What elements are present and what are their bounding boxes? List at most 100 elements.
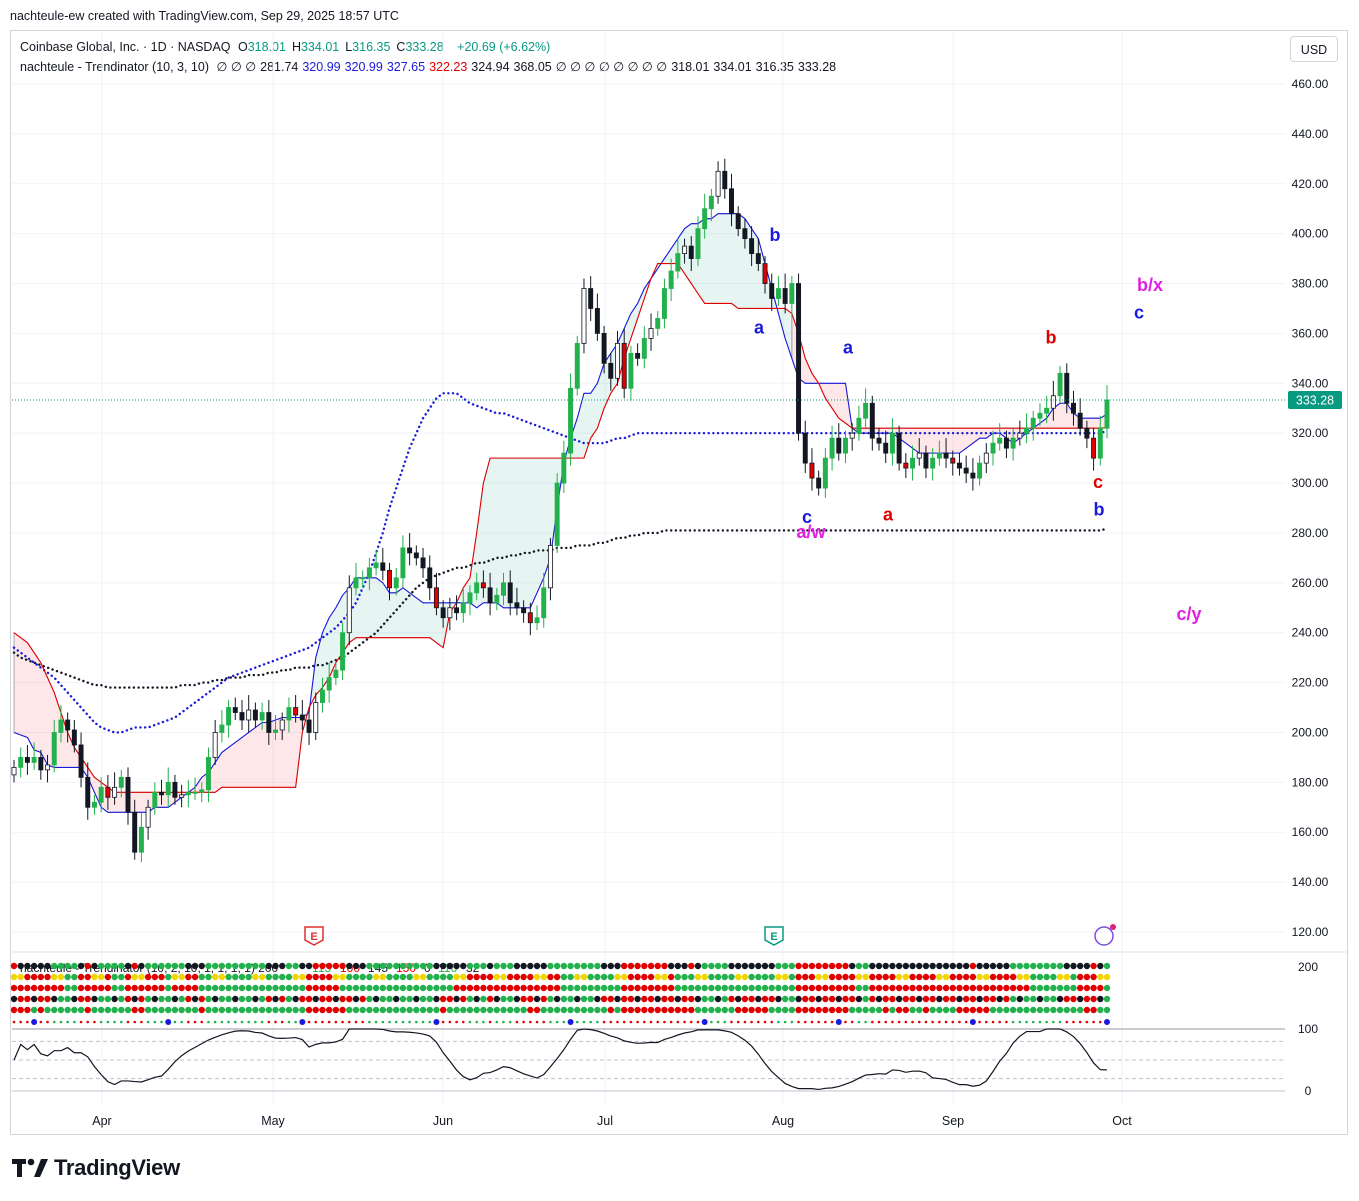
candle-body <box>943 452 949 459</box>
signal-small-dot <box>555 1020 559 1024</box>
signal-dot <box>158 973 165 981</box>
signal-dot <box>1103 984 1111 992</box>
candle-body <box>138 826 144 853</box>
candle-body <box>588 288 594 309</box>
candle-body <box>1070 402 1076 414</box>
signal-dot <box>627 973 635 981</box>
signal-dot <box>775 962 782 970</box>
signal-dot <box>339 1006 346 1014</box>
signal-small-dot <box>730 1020 733 1024</box>
signal-dot <box>178 962 185 970</box>
signal-dot <box>158 995 165 1003</box>
signal-dot <box>299 1006 306 1014</box>
signal-dot <box>587 995 594 1003</box>
earnings-event-icon[interactable]: E <box>764 926 784 946</box>
signal-dot <box>218 1006 226 1014</box>
signal-dot <box>10 1006 18 1014</box>
candle-body <box>226 707 232 726</box>
signal-dot <box>614 973 621 981</box>
signal-dot <box>681 984 688 992</box>
y-tick-label: 120.00 <box>1292 925 1329 939</box>
earnings-event-icon[interactable]: E <box>304 926 324 946</box>
signal-dot <box>325 995 333 1003</box>
candle-body <box>1097 427 1103 459</box>
signal-dot <box>325 973 333 981</box>
signal-dot <box>641 1006 648 1014</box>
signal-dot <box>37 1006 45 1014</box>
candle-body <box>635 352 641 359</box>
signal-dot <box>1023 1006 1030 1014</box>
candle-body <box>159 791 165 796</box>
signal-small-dot <box>1038 1020 1042 1024</box>
signal-dot <box>600 973 608 981</box>
signal-dot <box>882 1006 889 1014</box>
signal-dot <box>788 973 796 981</box>
indicator-name[interactable]: nachteule - Trendinator (10, 3, 10) <box>20 60 210 74</box>
signal-dot <box>393 1006 400 1014</box>
signal-small-dot <box>616 1020 619 1024</box>
signal-small-dot <box>1092 1020 1095 1024</box>
currency-button[interactable]: USD <box>1290 36 1338 62</box>
indicator-value: 368.05 <box>513 60 552 74</box>
candle-body <box>18 757 24 768</box>
y-tick-label: 220.00 <box>1292 676 1329 690</box>
candle-body <box>326 677 332 691</box>
signal-dot <box>795 973 802 981</box>
symbol-name[interactable]: Coinbase Global, Inc. · 1D · NASDAQ <box>20 40 231 54</box>
signal-dot <box>869 1006 876 1014</box>
signal-dot <box>30 962 38 970</box>
signal-dot <box>788 995 796 1003</box>
signal-dot <box>574 973 581 981</box>
signal-dot <box>996 984 1003 992</box>
signal-dot <box>661 973 668 981</box>
candle-body <box>836 437 842 454</box>
signal-dot <box>185 962 192 970</box>
candle-body <box>360 577 366 580</box>
signal-dot <box>17 984 24 992</box>
wave-label: c/y <box>1176 604 1201 624</box>
signal-dot <box>681 962 688 970</box>
signal-dot <box>527 984 534 992</box>
signal-small-dot <box>307 1020 311 1024</box>
y-tick-label: 140.00 <box>1292 875 1329 889</box>
signal-dot <box>325 1006 333 1014</box>
signal-dot <box>1063 995 1070 1003</box>
signal-dot <box>734 1006 742 1014</box>
signal-dot <box>232 962 239 970</box>
signal-dot <box>533 962 541 970</box>
signal-dot <box>332 1006 340 1014</box>
signal-dot <box>165 995 172 1003</box>
signal-dot <box>654 973 661 981</box>
signal-dot <box>460 962 467 970</box>
signal-dot <box>466 984 474 992</box>
signal-dot <box>714 984 722 992</box>
signal-small-dot <box>39 1020 43 1024</box>
signal-dot <box>520 984 527 992</box>
signal-small-dot <box>368 1020 371 1024</box>
signal-dot <box>862 973 869 981</box>
signal-dot <box>1036 962 1044 970</box>
signal-dot <box>768 995 775 1003</box>
signal-dot <box>466 1006 474 1014</box>
signal-dot <box>748 995 755 1003</box>
signal-small-dot <box>260 1020 264 1024</box>
signal-dot <box>1097 984 1104 992</box>
signal-dot <box>728 1006 735 1014</box>
oscillator-y-tick: 100 <box>1298 1022 1318 1036</box>
candle-body <box>789 283 795 304</box>
signal-dot <box>654 984 661 992</box>
signal-dot <box>24 1006 31 1014</box>
signal-dot <box>17 1006 24 1014</box>
x-tick-label: Oct <box>1112 1114 1132 1128</box>
signal-small-dot <box>985 1020 988 1024</box>
signal-small-dot <box>750 1020 753 1024</box>
signal-dot <box>708 984 715 992</box>
signal-dot <box>748 984 755 992</box>
signal-dot <box>654 1006 661 1014</box>
signal-dot <box>232 995 239 1003</box>
candle-body <box>702 208 708 230</box>
upcoming-event-icon[interactable] <box>1094 926 1114 946</box>
signal-dot <box>969 995 977 1003</box>
signal-dot <box>520 1006 527 1014</box>
